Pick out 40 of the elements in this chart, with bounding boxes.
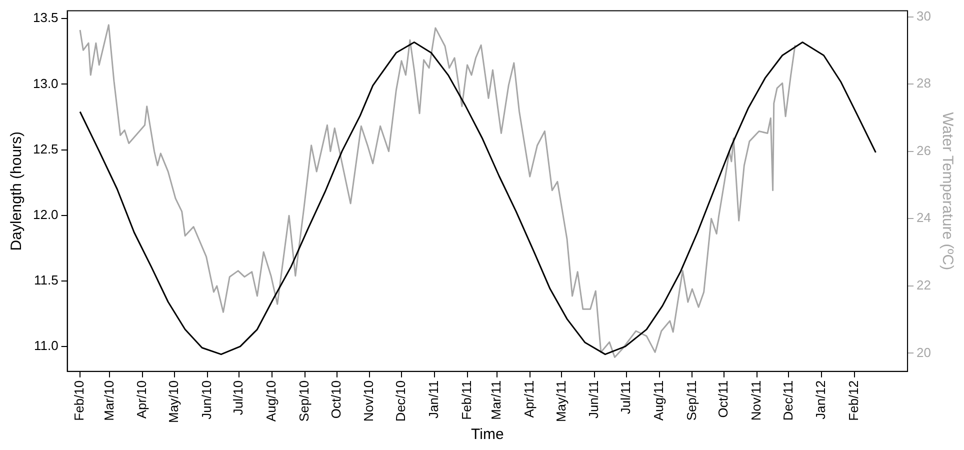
y2-axis-title: Water Temperature (ºC)	[938, 112, 956, 270]
x-tick-label: Mar/11	[488, 380, 504, 420]
x-tick-label: Apr/11	[521, 380, 536, 418]
y-axis-title: Daylength (hours)	[8, 131, 26, 251]
y2-tick-label: 30	[916, 8, 932, 24]
y-tick-label: 11.0	[34, 338, 58, 354]
x-tick-label: Apr/10	[134, 380, 150, 419]
x-tick-label: Jan/12	[813, 380, 828, 420]
x-tick-label: Mar/10	[101, 380, 116, 421]
x-tick-label: Aug/11	[650, 380, 666, 421]
x-tick-label: Oct/11	[716, 380, 731, 418]
x-tick-label: Nov/10	[361, 380, 376, 422]
x-tick-label: Feb/10	[72, 380, 87, 421]
x-tick-label: Jun/11	[586, 380, 602, 418]
x-tick-label: Nov/11	[748, 380, 764, 421]
y-tick-label: 11.5	[34, 272, 58, 288]
y-tick-label: 13.0	[32, 76, 58, 91]
x-tick-label: Aug/10	[264, 380, 279, 422]
x-tick-label: Sep/11	[684, 380, 699, 421]
x-tick-label: Jun/10	[198, 380, 214, 420]
x-tick-label: Feb/11	[458, 380, 474, 420]
x-tick-label: Jul/10	[230, 380, 246, 416]
y-tick-label: 12.0	[32, 206, 58, 222]
y2-tick-label: 20	[916, 344, 932, 360]
x-tick-label: Sep/10	[296, 380, 312, 422]
x-tick-label: May/11	[553, 380, 568, 422]
x-tick-label: Dec/10	[393, 380, 408, 422]
y2-tick-label: 24	[916, 210, 932, 226]
x-tick-label: Feb/12	[846, 380, 862, 421]
x-tick-label: Jul/11	[618, 380, 633, 414]
x-tick-label: Dec/11	[780, 380, 796, 421]
y-tick-label: 13.5	[32, 10, 58, 26]
y2-tick-label: 22	[916, 278, 932, 293]
x-axis-title: Time	[471, 426, 504, 444]
x-tick-label: Jan/11	[426, 380, 441, 418]
y-tick-label: 12.5	[32, 141, 58, 156]
y2-tick-label: 26	[916, 142, 932, 158]
y2-tick-label: 28	[916, 76, 932, 91]
x-tick-label: Oct/10	[328, 380, 344, 419]
x-tick-label: May/10	[166, 380, 182, 424]
